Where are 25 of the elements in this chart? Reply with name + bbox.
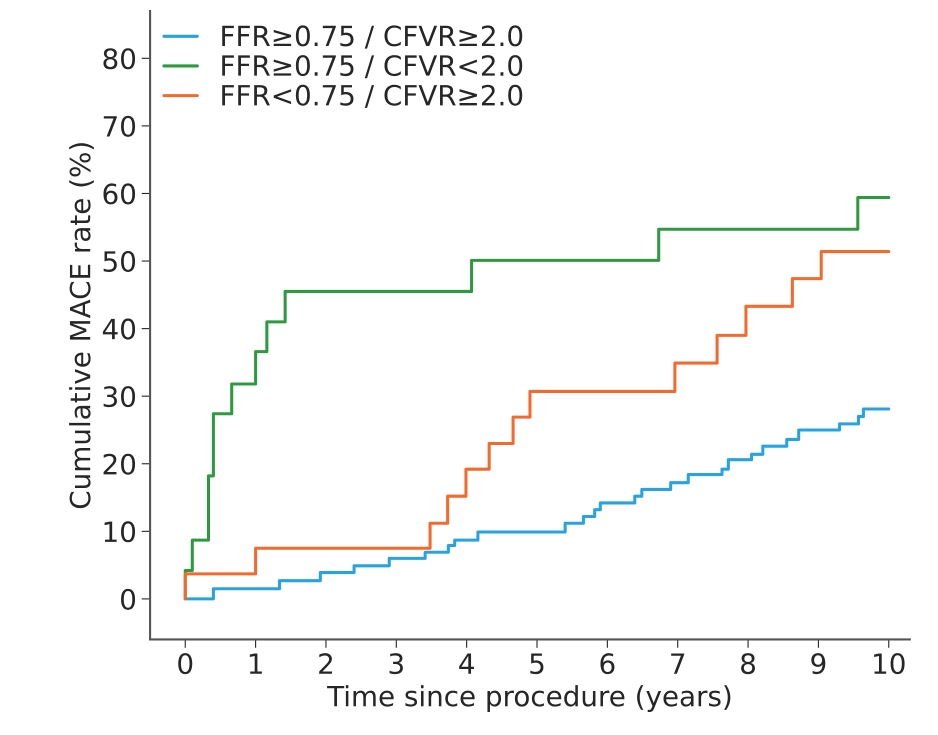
x-tick-label: 6 xyxy=(600,653,614,674)
x-tick-label: 3 xyxy=(390,653,403,674)
y-axis-title: Cumulative MACE rate (%) xyxy=(69,143,94,508)
x-tick-label: 0 xyxy=(178,653,192,674)
x-tick-label: 5 xyxy=(530,654,544,674)
y-tick-label: 60 xyxy=(103,183,136,204)
y-tick-label: 20 xyxy=(104,454,136,475)
x-tick-label: 10 xyxy=(874,653,905,674)
x-tick-label: 8 xyxy=(741,653,755,674)
legend-label: FFR<0.75 / CFVR≥2.0 xyxy=(222,84,522,108)
y-tick-label: 40 xyxy=(102,318,136,340)
x-tick-label: 1 xyxy=(250,654,262,674)
x-tick-label: 2 xyxy=(319,653,332,674)
legend-label: FFR≥0.75 / CFVR<2.0 xyxy=(222,55,522,78)
x-tick-label: 9 xyxy=(811,653,826,674)
y-tick-label: 50 xyxy=(104,250,136,272)
y-tick-label: 80 xyxy=(103,48,136,70)
y-tick-label: 10 xyxy=(104,521,136,542)
x-tick-label: 4 xyxy=(459,654,474,674)
y-tick-label: 0 xyxy=(121,588,136,610)
legend-label: FFR≥0.75 / CFVR≥2.0 xyxy=(222,25,522,49)
y-tick-label: 70 xyxy=(104,116,136,137)
y-tick-label: 30 xyxy=(104,386,136,408)
x-tick-label: 7 xyxy=(671,654,684,674)
x-axis-title: Time since procedure (years) xyxy=(327,685,730,712)
